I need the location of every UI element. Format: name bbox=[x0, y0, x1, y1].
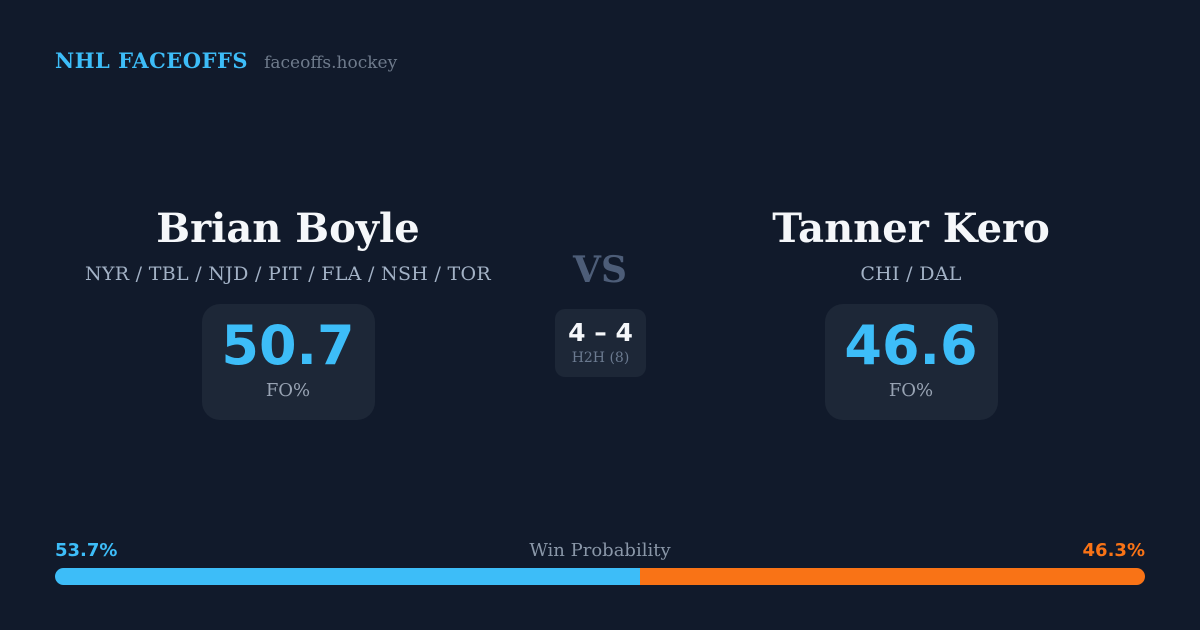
win-probability-bar-left-segment bbox=[55, 568, 641, 585]
h2h-label: H2H (8) bbox=[571, 350, 630, 366]
player-name-left: Brian Boyle bbox=[156, 205, 420, 252]
player-panel-left: Brian Boyle NYR / TBL / NJD / PIT / FLA … bbox=[58, 205, 518, 420]
player-panel-right: Tanner Kero CHI / DAL 46.6 FO% bbox=[681, 205, 1141, 420]
vs-label: VS bbox=[573, 249, 627, 291]
site-tagline: faceoffs.hockey bbox=[264, 53, 398, 73]
faceoff-pct-value-left: 50.7 bbox=[221, 314, 355, 377]
win-probability-bar-right-segment bbox=[640, 568, 1145, 585]
brand-title: NHL FACEOFFS bbox=[55, 48, 249, 73]
player-name-right: Tanner Kero bbox=[772, 205, 1050, 252]
header: NHL FACEOFFS faceoffs.hockey bbox=[55, 48, 397, 73]
win-probability-bar bbox=[55, 568, 1145, 585]
h2h-card: 4 – 4 H2H (8) bbox=[555, 309, 646, 377]
h2h-score: 4 – 4 bbox=[568, 318, 633, 347]
faceoff-pct-card-left: 50.7 FO% bbox=[201, 304, 375, 420]
win-probability-left-pct: 53.7% bbox=[55, 540, 118, 561]
faceoff-pct-label-left: FO% bbox=[265, 380, 311, 401]
faceoff-pct-value-right: 46.6 bbox=[844, 314, 978, 377]
faceoff-pct-card-right: 46.6 FO% bbox=[824, 304, 998, 420]
faceoff-pct-label-right: FO% bbox=[888, 380, 934, 401]
win-probability-right-pct: 46.3% bbox=[1082, 540, 1145, 561]
win-probability-labels: 53.7% Win Probability 46.3% bbox=[55, 540, 1145, 562]
win-probability-title: Win Probability bbox=[529, 540, 671, 561]
player-teams-left: NYR / TBL / NJD / PIT / FLA / NSH / TOR bbox=[84, 263, 492, 285]
player-teams-right: CHI / DAL bbox=[860, 263, 962, 285]
